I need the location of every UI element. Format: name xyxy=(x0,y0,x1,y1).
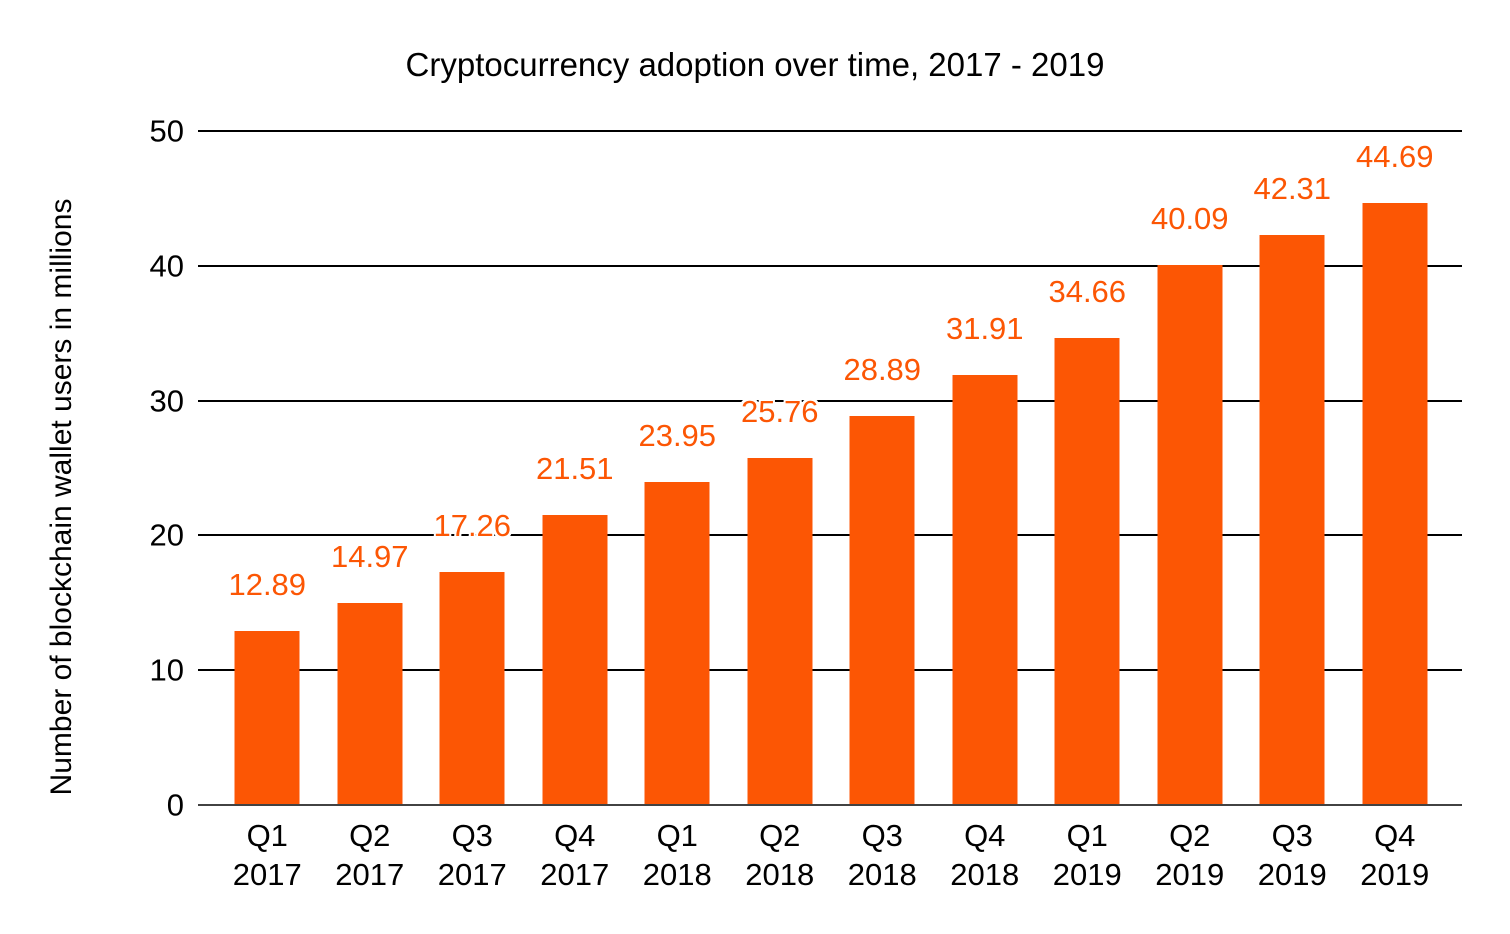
chart-title: Cryptocurrency adoption over time, 2017 … xyxy=(405,46,1105,83)
bar-q3-2018 xyxy=(849,415,915,805)
x-tick-year: 2019 xyxy=(1257,857,1327,893)
bar-column: 34.66 xyxy=(1036,131,1139,805)
y-tick-label-40: 40 xyxy=(149,248,184,284)
bar-value-label: 23.95 xyxy=(638,418,717,454)
x-tick-quarter: Q2 xyxy=(1169,818,1211,853)
bar-value-label: 28.89 xyxy=(843,351,922,387)
x-tick-year: 2018 xyxy=(847,857,917,893)
x-tick-label-q3-2018: Q3 2018 xyxy=(831,805,934,894)
bar-q4-2018 xyxy=(952,374,1018,805)
x-tick-quarter: Q4 xyxy=(1374,818,1416,853)
bars-container: 12.89 14.97 17.26 21.51 23.95 25.76 28.89 31.91… xyxy=(216,131,1446,805)
bar-value-label: 40.09 xyxy=(1150,200,1229,236)
x-tick-year: 2018 xyxy=(642,857,712,893)
bar-q4-2017 xyxy=(542,515,608,805)
x-tick-quarter: Q3 xyxy=(1271,818,1313,853)
x-tick-label-q4-2019: Q4 2019 xyxy=(1344,805,1447,894)
x-tick-quarter: Q3 xyxy=(861,818,903,853)
bar-column: 14.97 xyxy=(319,131,422,805)
bar-column: 42.31 xyxy=(1241,131,1344,805)
x-tick-year: 2019 xyxy=(1360,857,1430,893)
bar-value-label: 12.89 xyxy=(228,567,307,603)
y-axis-title: Number of blockchain wallet users in mil… xyxy=(45,198,78,796)
bar-value-label: 25.76 xyxy=(740,393,819,429)
bar-value-label: 44.69 xyxy=(1355,138,1434,174)
bar-q2-2017 xyxy=(337,603,403,805)
bar-column: 23.95 xyxy=(626,131,729,805)
x-tick-quarter: Q3 xyxy=(451,818,493,853)
bar-column: 28.89 xyxy=(831,131,934,805)
x-tick-year: 2018 xyxy=(950,857,1020,893)
x-tick-quarter: Q1 xyxy=(656,818,698,853)
bar-q4-2019 xyxy=(1362,202,1428,805)
gridline-y10 xyxy=(198,669,1462,672)
y-tick-label-10: 10 xyxy=(149,652,184,688)
x-tick-quarter: Q4 xyxy=(554,818,596,853)
x-tick-year: 2019 xyxy=(1052,857,1122,893)
x-tick-label-q1-2017: Q1 2017 xyxy=(216,805,319,894)
y-tick-label-20: 20 xyxy=(149,517,184,553)
x-tick-year: 2017 xyxy=(437,857,507,893)
bar-column: 44.69 xyxy=(1344,131,1447,805)
bar-q3-2017 xyxy=(439,572,505,805)
x-tick-label-q4-2018: Q4 2018 xyxy=(934,805,1037,894)
x-tick-year: 2017 xyxy=(540,857,610,893)
x-tick-quarter: Q1 xyxy=(1066,818,1108,853)
bar-value-label: 31.91 xyxy=(945,310,1024,346)
x-tick-quarter: Q2 xyxy=(759,818,801,853)
bar-column: 40.09 xyxy=(1139,131,1242,805)
y-tick-label-50: 50 xyxy=(149,113,184,149)
x-tick-label-q2-2018: Q2 2018 xyxy=(729,805,832,894)
bar-q2-2019 xyxy=(1157,264,1223,805)
bar-column: 31.91 xyxy=(934,131,1037,805)
x-tick-label-q2-2019: Q2 2019 xyxy=(1139,805,1242,894)
x-tick-label-q4-2017: Q4 2017 xyxy=(524,805,627,894)
gridline-y20 xyxy=(198,534,1462,537)
x-tick-label-q1-2019: Q1 2019 xyxy=(1036,805,1139,894)
x-tick-label-q3-2017: Q3 2017 xyxy=(421,805,524,894)
bar-value-label: 34.66 xyxy=(1048,273,1127,309)
bar-column: 25.76 xyxy=(729,131,832,805)
x-tick-year: 2017 xyxy=(232,857,302,893)
x-tick-quarter: Q1 xyxy=(246,818,288,853)
bar-q2-2018 xyxy=(747,457,813,805)
bar-value-label: 21.51 xyxy=(535,451,614,487)
x-tick-year: 2019 xyxy=(1155,857,1225,893)
plot-area: 0 10 20 30 40 50 12.89 14.97 17.26 21.51 23.95 25.… xyxy=(150,116,1462,892)
x-axis-line xyxy=(198,804,1462,806)
x-tick-year: 2017 xyxy=(335,857,405,893)
bar-column: 12.89 xyxy=(216,131,319,805)
y-tick-label-30: 30 xyxy=(149,383,184,419)
gridline-y40 xyxy=(198,264,1462,267)
bar-value-label: 17.26 xyxy=(433,508,512,544)
x-tick-quarter: Q4 xyxy=(964,818,1006,853)
x-tick-label-q3-2019: Q3 2019 xyxy=(1241,805,1344,894)
bar-column: 17.26 xyxy=(421,131,524,805)
bar-value-label: 42.31 xyxy=(1253,170,1332,206)
bar-q3-2019 xyxy=(1259,234,1325,805)
gridline-y50 xyxy=(198,130,1462,132)
x-tick-year: 2018 xyxy=(745,857,815,893)
x-tick-quarter: Q2 xyxy=(349,818,391,853)
bar-value-label: 14.97 xyxy=(330,539,409,575)
x-axis-labels: Q1 2017 Q2 2017 Q3 2017 Q4 2017 Q1 2018 Q2 2018 Q3 20… xyxy=(216,805,1446,894)
x-tick-label-q1-2018: Q1 2018 xyxy=(626,805,729,894)
bar-column: 21.51 xyxy=(524,131,627,805)
bar-q1-2017 xyxy=(234,631,300,805)
y-tick-label-0: 0 xyxy=(166,787,184,823)
bar-q1-2019 xyxy=(1054,337,1120,805)
x-tick-label-q2-2017: Q2 2017 xyxy=(319,805,422,894)
bar-q1-2018 xyxy=(644,482,710,805)
gridline-y30 xyxy=(198,399,1462,402)
